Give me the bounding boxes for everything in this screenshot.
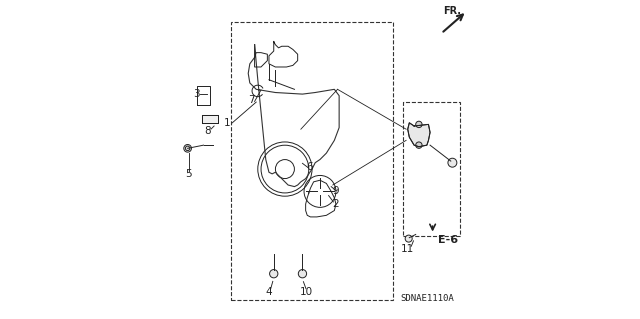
Circle shape (416, 121, 422, 128)
Circle shape (298, 270, 307, 278)
Bar (403, 102, 460, 236)
Text: 9: 9 (333, 186, 339, 197)
Text: 4: 4 (265, 287, 271, 297)
Text: 10: 10 (300, 287, 312, 297)
Polygon shape (408, 123, 430, 147)
Text: 2: 2 (332, 199, 339, 209)
Text: FR.: FR. (443, 6, 461, 16)
Text: SDNAE1110A: SDNAE1110A (400, 294, 454, 303)
Text: 8: 8 (204, 126, 211, 136)
Circle shape (184, 145, 191, 152)
Text: E-6: E-6 (438, 235, 458, 245)
Text: 6: 6 (307, 161, 313, 172)
Circle shape (405, 235, 412, 242)
Polygon shape (202, 115, 218, 123)
Text: 11: 11 (401, 244, 414, 254)
Circle shape (448, 158, 457, 167)
Text: 1: 1 (224, 118, 231, 128)
Bar (230, 22, 394, 300)
Text: 7: 7 (248, 95, 255, 106)
Text: 5: 5 (185, 169, 192, 179)
Circle shape (416, 142, 422, 148)
Text: 3: 3 (193, 89, 200, 99)
Circle shape (269, 270, 278, 278)
